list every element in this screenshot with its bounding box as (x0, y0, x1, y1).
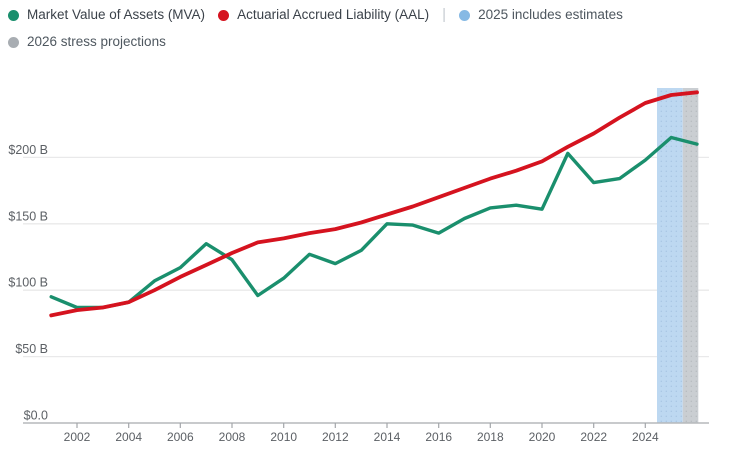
x-axis-label: 2006 (167, 430, 194, 444)
legend-row-2: 2026 stress projections (8, 34, 729, 50)
legend-label-2026-stress: 2026 stress projections (27, 34, 166, 49)
x-axis-label: 2010 (270, 430, 297, 444)
band-2026-texture (682, 88, 699, 423)
y-axis-label: $0.0 (24, 409, 48, 423)
x-axis-label: 2024 (632, 430, 659, 444)
chart-legend: Market Value of Assets (MVA) Actuarial A… (0, 0, 729, 60)
aal-line (49, 90, 699, 318)
x-axis-label: 2020 (529, 430, 556, 444)
legend-label-2025-estimates: 2025 includes estimates (478, 7, 623, 23)
x-axis-label: 2012 (322, 430, 349, 444)
x-axis-label: 2014 (374, 430, 401, 444)
band-2025-marker-icon (459, 10, 471, 21)
legend-item-2026-stress[interactable]: 2026 stress projections (8, 34, 166, 50)
x-axis-label: 2016 (425, 430, 452, 444)
legend-label-mva: Market Value of Assets (MVA) (27, 7, 206, 23)
y-axis-label: $50 B (15, 342, 48, 356)
legend-label-aal: Actuarial Accrued Liability (AAL) (237, 7, 430, 23)
y-axis-label: $150 B (8, 209, 48, 223)
y-axis-label: $200 B (8, 143, 48, 157)
band-2025-texture (657, 88, 683, 423)
legend-row-1: Market Value of Assets (MVA) Actuarial A… (8, 6, 729, 24)
mva-series-marker-icon (8, 10, 19, 21)
aal-series-marker-icon (218, 10, 230, 21)
mva-line (49, 135, 699, 310)
x-axis-label: 2004 (115, 430, 142, 444)
x-axis-label: 2002 (64, 430, 91, 444)
y-axis-label: $100 B (8, 276, 48, 290)
legend-separator: | (442, 6, 447, 23)
x-axis-label: 2022 (580, 430, 607, 444)
x-axis-label: 2018 (477, 430, 504, 444)
legend-item-aal[interactable]: Actuarial Accrued Liability (AAL) (218, 7, 429, 23)
x-axis-label: 2008 (219, 430, 246, 444)
legend-item-mva[interactable]: Market Value of Assets (MVA) (8, 7, 205, 23)
band-2026-marker-icon (8, 36, 19, 48)
legend-item-2025-estimates[interactable]: 2025 includes estimates (459, 7, 623, 23)
